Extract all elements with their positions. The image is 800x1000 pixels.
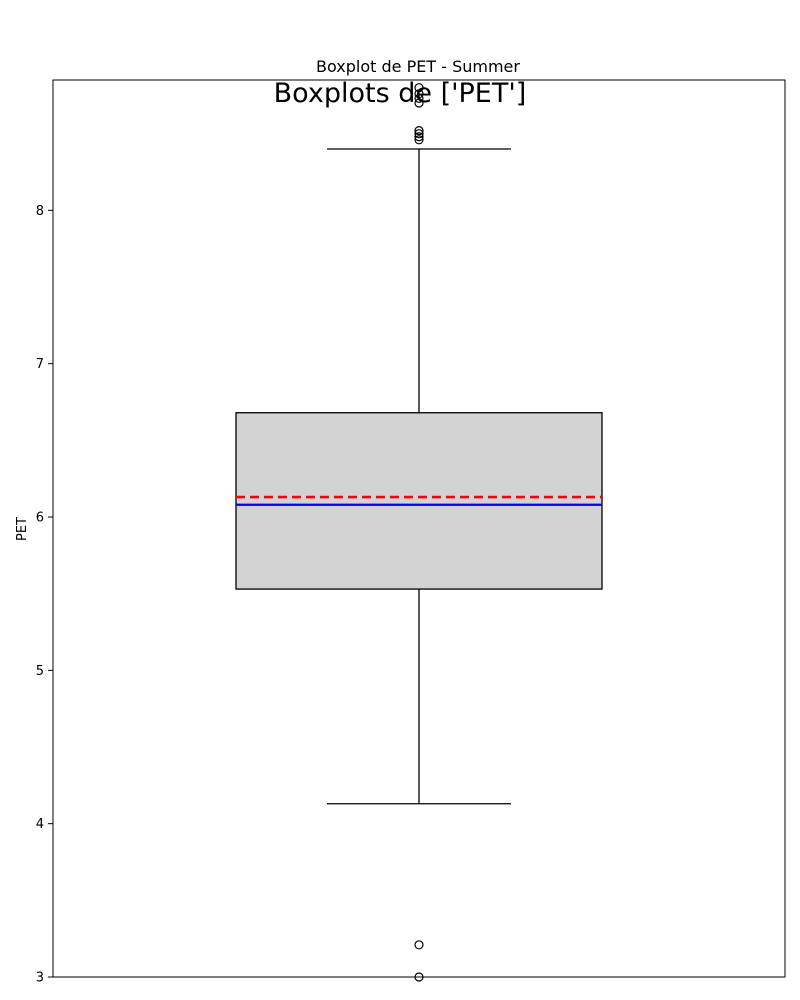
y-axis: 3 4 5 6 7 8 xyxy=(36,79,786,986)
y-tick-label: 3 xyxy=(36,971,44,986)
y-tick-label: 8 xyxy=(36,204,44,219)
iqr-box xyxy=(235,412,603,590)
outlier-point xyxy=(414,93,424,104)
y-tick-label: 6 xyxy=(36,511,44,526)
outlier-point xyxy=(414,940,424,950)
outlier-point xyxy=(414,89,424,99)
y-tick-label: 4 xyxy=(36,817,44,832)
figure-suptitle: Boxplots de ['PET'] xyxy=(274,78,527,109)
outlier-point xyxy=(414,129,424,139)
outlier-point xyxy=(414,135,424,145)
plot-frame xyxy=(52,79,786,978)
outlier-point xyxy=(414,98,424,108)
outlier-point xyxy=(414,126,424,136)
plot-layer xyxy=(235,83,603,982)
outlier-point xyxy=(414,83,424,93)
y-tick-label: 7 xyxy=(36,357,44,372)
y-tick-label: 5 xyxy=(36,664,44,679)
outlier-point xyxy=(414,132,424,142)
chart-title: Boxplot de PET - Summer xyxy=(316,57,520,76)
y-axis-label: PET xyxy=(15,517,30,541)
